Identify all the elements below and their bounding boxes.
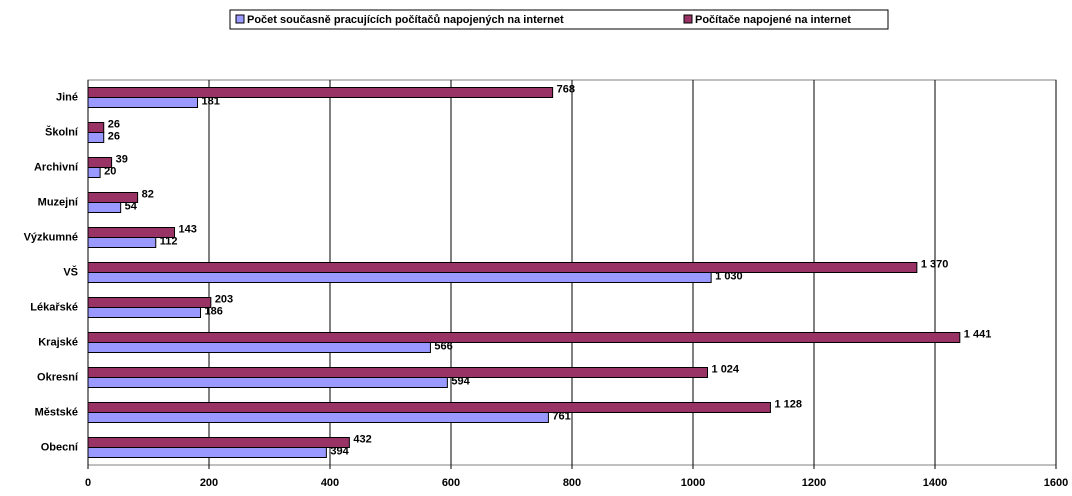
legend: [229, 9, 889, 30]
bar: [87, 192, 139, 203]
y-tick-label: Městské: [35, 406, 78, 418]
x-tick-label: 200: [200, 477, 218, 489]
x-tick-label: 1200: [802, 477, 826, 489]
bar: [87, 132, 105, 143]
data-label: 82: [142, 188, 154, 200]
bar: [87, 377, 448, 388]
bar: [87, 272, 712, 283]
y-tick-label: Obecní: [41, 441, 79, 453]
bar: [87, 307, 202, 318]
y-tick-label: Muzejní: [38, 196, 79, 208]
data-label: 432: [353, 433, 371, 445]
data-label: 566: [434, 340, 452, 352]
x-tick-label: 600: [442, 477, 460, 489]
legend-swatch: [683, 14, 693, 24]
data-label: 768: [557, 83, 575, 95]
y-tick-label: Okresní: [37, 371, 79, 383]
y-tick-label: Krajské: [38, 336, 78, 348]
x-tick-label: 800: [563, 477, 581, 489]
data-label: 112: [160, 235, 178, 247]
data-label: 186: [205, 305, 223, 317]
bar: [87, 87, 554, 98]
data-label: 1 370: [921, 258, 949, 270]
bar: [87, 262, 918, 273]
x-tick-label: 0: [85, 477, 91, 489]
x-tick-label: 1000: [681, 477, 705, 489]
bar: [87, 202, 122, 213]
bar: [87, 97, 199, 108]
data-label: 143: [179, 223, 197, 235]
bar: [87, 412, 549, 423]
bar: [87, 447, 327, 458]
data-label: 181: [202, 95, 220, 107]
data-label: 1 030: [715, 270, 743, 282]
legend-label: Počítače napojené na internet: [695, 14, 851, 26]
bar: [87, 437, 350, 448]
x-tick-label: 1600: [1044, 477, 1068, 489]
bar: [87, 297, 212, 308]
data-label: 20: [104, 165, 116, 177]
data-label: 54: [125, 200, 138, 212]
data-label: 394: [330, 445, 349, 457]
data-label: 26: [108, 130, 120, 142]
bar: [87, 402, 771, 413]
y-tick-label: Školní: [45, 125, 79, 138]
y-tick-label: Archivní: [34, 161, 79, 173]
y-tick-label: Jiné: [56, 91, 78, 103]
y-tick-label: VŠ: [63, 265, 78, 278]
x-tick-label: 1400: [923, 477, 947, 489]
bar: [87, 367, 709, 378]
legend-swatch: [235, 14, 245, 24]
bar: [87, 122, 105, 133]
bar: [87, 237, 157, 248]
bar: [87, 342, 431, 353]
legend-label: Počet současně pracujících počítačů napo…: [247, 14, 564, 26]
data-label: 203: [215, 293, 233, 305]
data-label: 1 128: [774, 398, 802, 410]
bar: [87, 167, 101, 178]
data-label: 761: [552, 410, 570, 422]
data-label: 39: [116, 153, 128, 165]
y-tick-label: Lékařské: [30, 301, 78, 313]
data-label: 1 024: [712, 363, 740, 375]
bar: [87, 227, 176, 238]
bar: [87, 157, 113, 168]
bar: [87, 332, 961, 343]
data-label: 1 441: [964, 328, 992, 340]
data-label: 594: [451, 375, 470, 387]
x-tick-label: 400: [321, 477, 339, 489]
data-label: 26: [108, 118, 120, 130]
y-tick-label: Výzkumné: [24, 231, 78, 243]
